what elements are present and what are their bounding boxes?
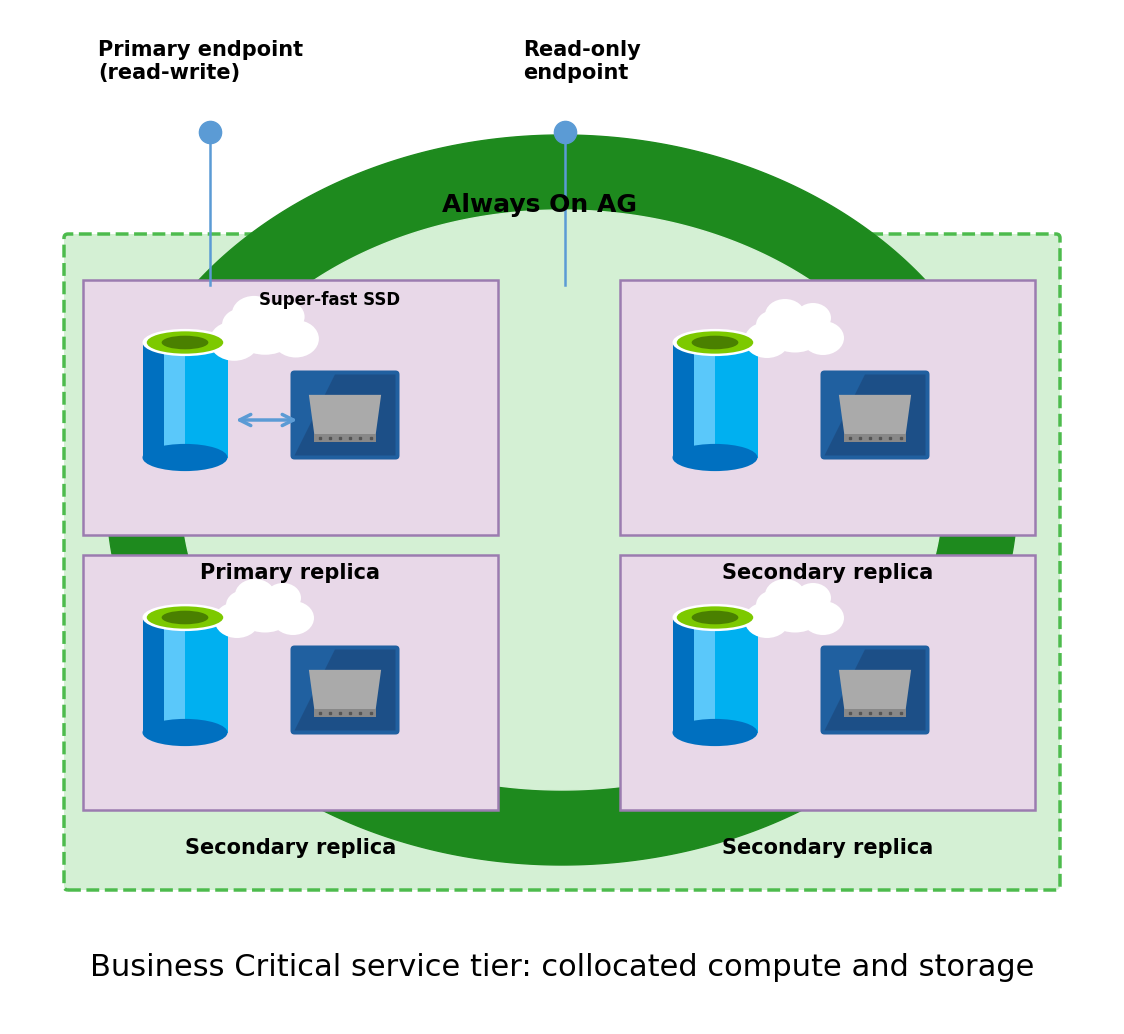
Polygon shape [107, 135, 1017, 865]
Bar [143, 617, 227, 732]
Bar [143, 617, 185, 732]
Ellipse shape [756, 590, 794, 620]
Ellipse shape [691, 336, 738, 349]
Text: Business Critical service tier: collocated compute and storage: Business Critical service tier: collocat… [90, 953, 1034, 982]
Ellipse shape [803, 321, 844, 355]
Bar [844, 434, 906, 442]
Ellipse shape [143, 329, 227, 356]
Ellipse shape [143, 604, 227, 631]
Ellipse shape [143, 444, 227, 472]
Polygon shape [825, 374, 925, 456]
Bar [694, 342, 715, 457]
Ellipse shape [795, 583, 831, 613]
Ellipse shape [232, 305, 298, 355]
Text: Always On AG: Always On AG [443, 193, 637, 217]
FancyBboxPatch shape [290, 645, 399, 734]
Text: Secondary replica: Secondary replica [184, 838, 396, 858]
Ellipse shape [772, 321, 817, 349]
Bar [672, 617, 758, 732]
Bar [143, 342, 227, 457]
Ellipse shape [765, 579, 805, 611]
Polygon shape [839, 395, 912, 435]
FancyBboxPatch shape [620, 280, 1035, 535]
Polygon shape [294, 649, 396, 730]
Text: Secondary replica: Secondary replica [722, 562, 933, 583]
Ellipse shape [765, 307, 825, 353]
Ellipse shape [672, 719, 758, 747]
Ellipse shape [265, 300, 305, 333]
Ellipse shape [672, 444, 758, 472]
Ellipse shape [265, 583, 301, 613]
Ellipse shape [672, 604, 758, 631]
Ellipse shape [162, 611, 208, 625]
Ellipse shape [795, 303, 831, 333]
FancyBboxPatch shape [290, 370, 399, 459]
Ellipse shape [273, 321, 319, 358]
Bar [164, 617, 185, 732]
Bar [164, 342, 185, 457]
Bar [143, 342, 185, 457]
FancyBboxPatch shape [64, 234, 1060, 890]
Ellipse shape [691, 611, 738, 625]
Text: Secondary replica: Secondary replica [722, 838, 933, 858]
Ellipse shape [744, 322, 789, 358]
Ellipse shape [765, 587, 825, 633]
Polygon shape [294, 374, 396, 456]
Bar [844, 709, 906, 717]
FancyBboxPatch shape [83, 280, 498, 535]
FancyBboxPatch shape [821, 370, 930, 459]
Text: Super-fast SSD: Super-fast SSD [260, 291, 400, 309]
Ellipse shape [672, 329, 758, 356]
Ellipse shape [272, 601, 314, 635]
Bar [672, 342, 715, 457]
Polygon shape [309, 670, 381, 710]
Ellipse shape [241, 321, 290, 351]
Text: Primary replica: Primary replica [200, 562, 381, 583]
FancyBboxPatch shape [620, 555, 1035, 810]
Ellipse shape [147, 606, 224, 629]
Ellipse shape [223, 308, 264, 341]
Ellipse shape [243, 601, 288, 629]
Ellipse shape [677, 331, 753, 354]
Ellipse shape [226, 590, 264, 620]
Ellipse shape [209, 322, 259, 361]
Ellipse shape [235, 587, 294, 633]
Bar [672, 342, 758, 457]
Ellipse shape [215, 602, 260, 638]
Ellipse shape [232, 296, 277, 331]
Text: Read-only
endpoint: Read-only endpoint [523, 40, 641, 83]
Bar [315, 709, 375, 717]
Bar [694, 617, 715, 732]
Ellipse shape [677, 606, 753, 629]
Text: Primary endpoint
(read-write): Primary endpoint (read-write) [98, 40, 303, 83]
FancyBboxPatch shape [83, 555, 498, 810]
Polygon shape [182, 210, 942, 790]
Polygon shape [825, 649, 925, 730]
Ellipse shape [143, 719, 227, 747]
Ellipse shape [147, 331, 224, 354]
Ellipse shape [803, 601, 844, 635]
Polygon shape [309, 395, 381, 435]
Bar [672, 617, 715, 732]
Ellipse shape [772, 601, 817, 629]
Ellipse shape [235, 579, 275, 611]
Ellipse shape [756, 310, 794, 340]
FancyBboxPatch shape [821, 645, 930, 734]
Ellipse shape [162, 336, 208, 349]
Bar [315, 434, 375, 442]
Ellipse shape [765, 299, 805, 331]
Polygon shape [839, 670, 912, 710]
Ellipse shape [744, 602, 789, 638]
